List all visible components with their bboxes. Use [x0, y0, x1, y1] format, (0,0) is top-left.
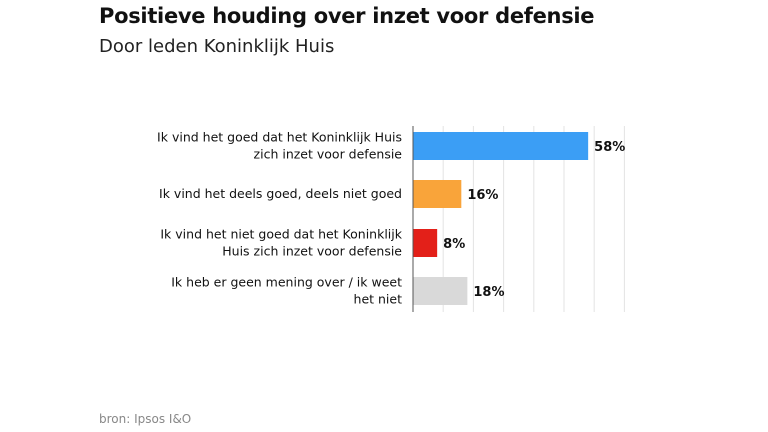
- category-label: Ik vind het niet goed dat het Koninklijk: [160, 227, 402, 242]
- source-note: bron: Ipsos I&O: [99, 412, 192, 426]
- value-label: 8%: [443, 237, 465, 252]
- category-label: Ik vind het deels goed, deels niet goed: [159, 186, 402, 201]
- bar: [413, 180, 462, 208]
- category-label: Ik heb er geen mening over / ik weet: [171, 275, 402, 290]
- category-label: Huis zich inzet voor defensie: [222, 244, 402, 259]
- category-label: zich inzet voor defensie: [254, 147, 403, 162]
- category-label: Ik vind het goed dat het Koninklijk Huis: [157, 130, 402, 145]
- chart-subtitle: Door leden Koninklijk Huis: [99, 36, 335, 57]
- value-label: 16%: [467, 188, 498, 203]
- category-label: het niet: [354, 292, 403, 307]
- bar: [413, 132, 589, 160]
- chart-title: Positieve houding over inzet voor defens…: [99, 4, 595, 28]
- bar: [413, 229, 438, 257]
- value-label: 58%: [594, 140, 625, 155]
- bar: [413, 277, 468, 305]
- value-label: 18%: [473, 285, 504, 300]
